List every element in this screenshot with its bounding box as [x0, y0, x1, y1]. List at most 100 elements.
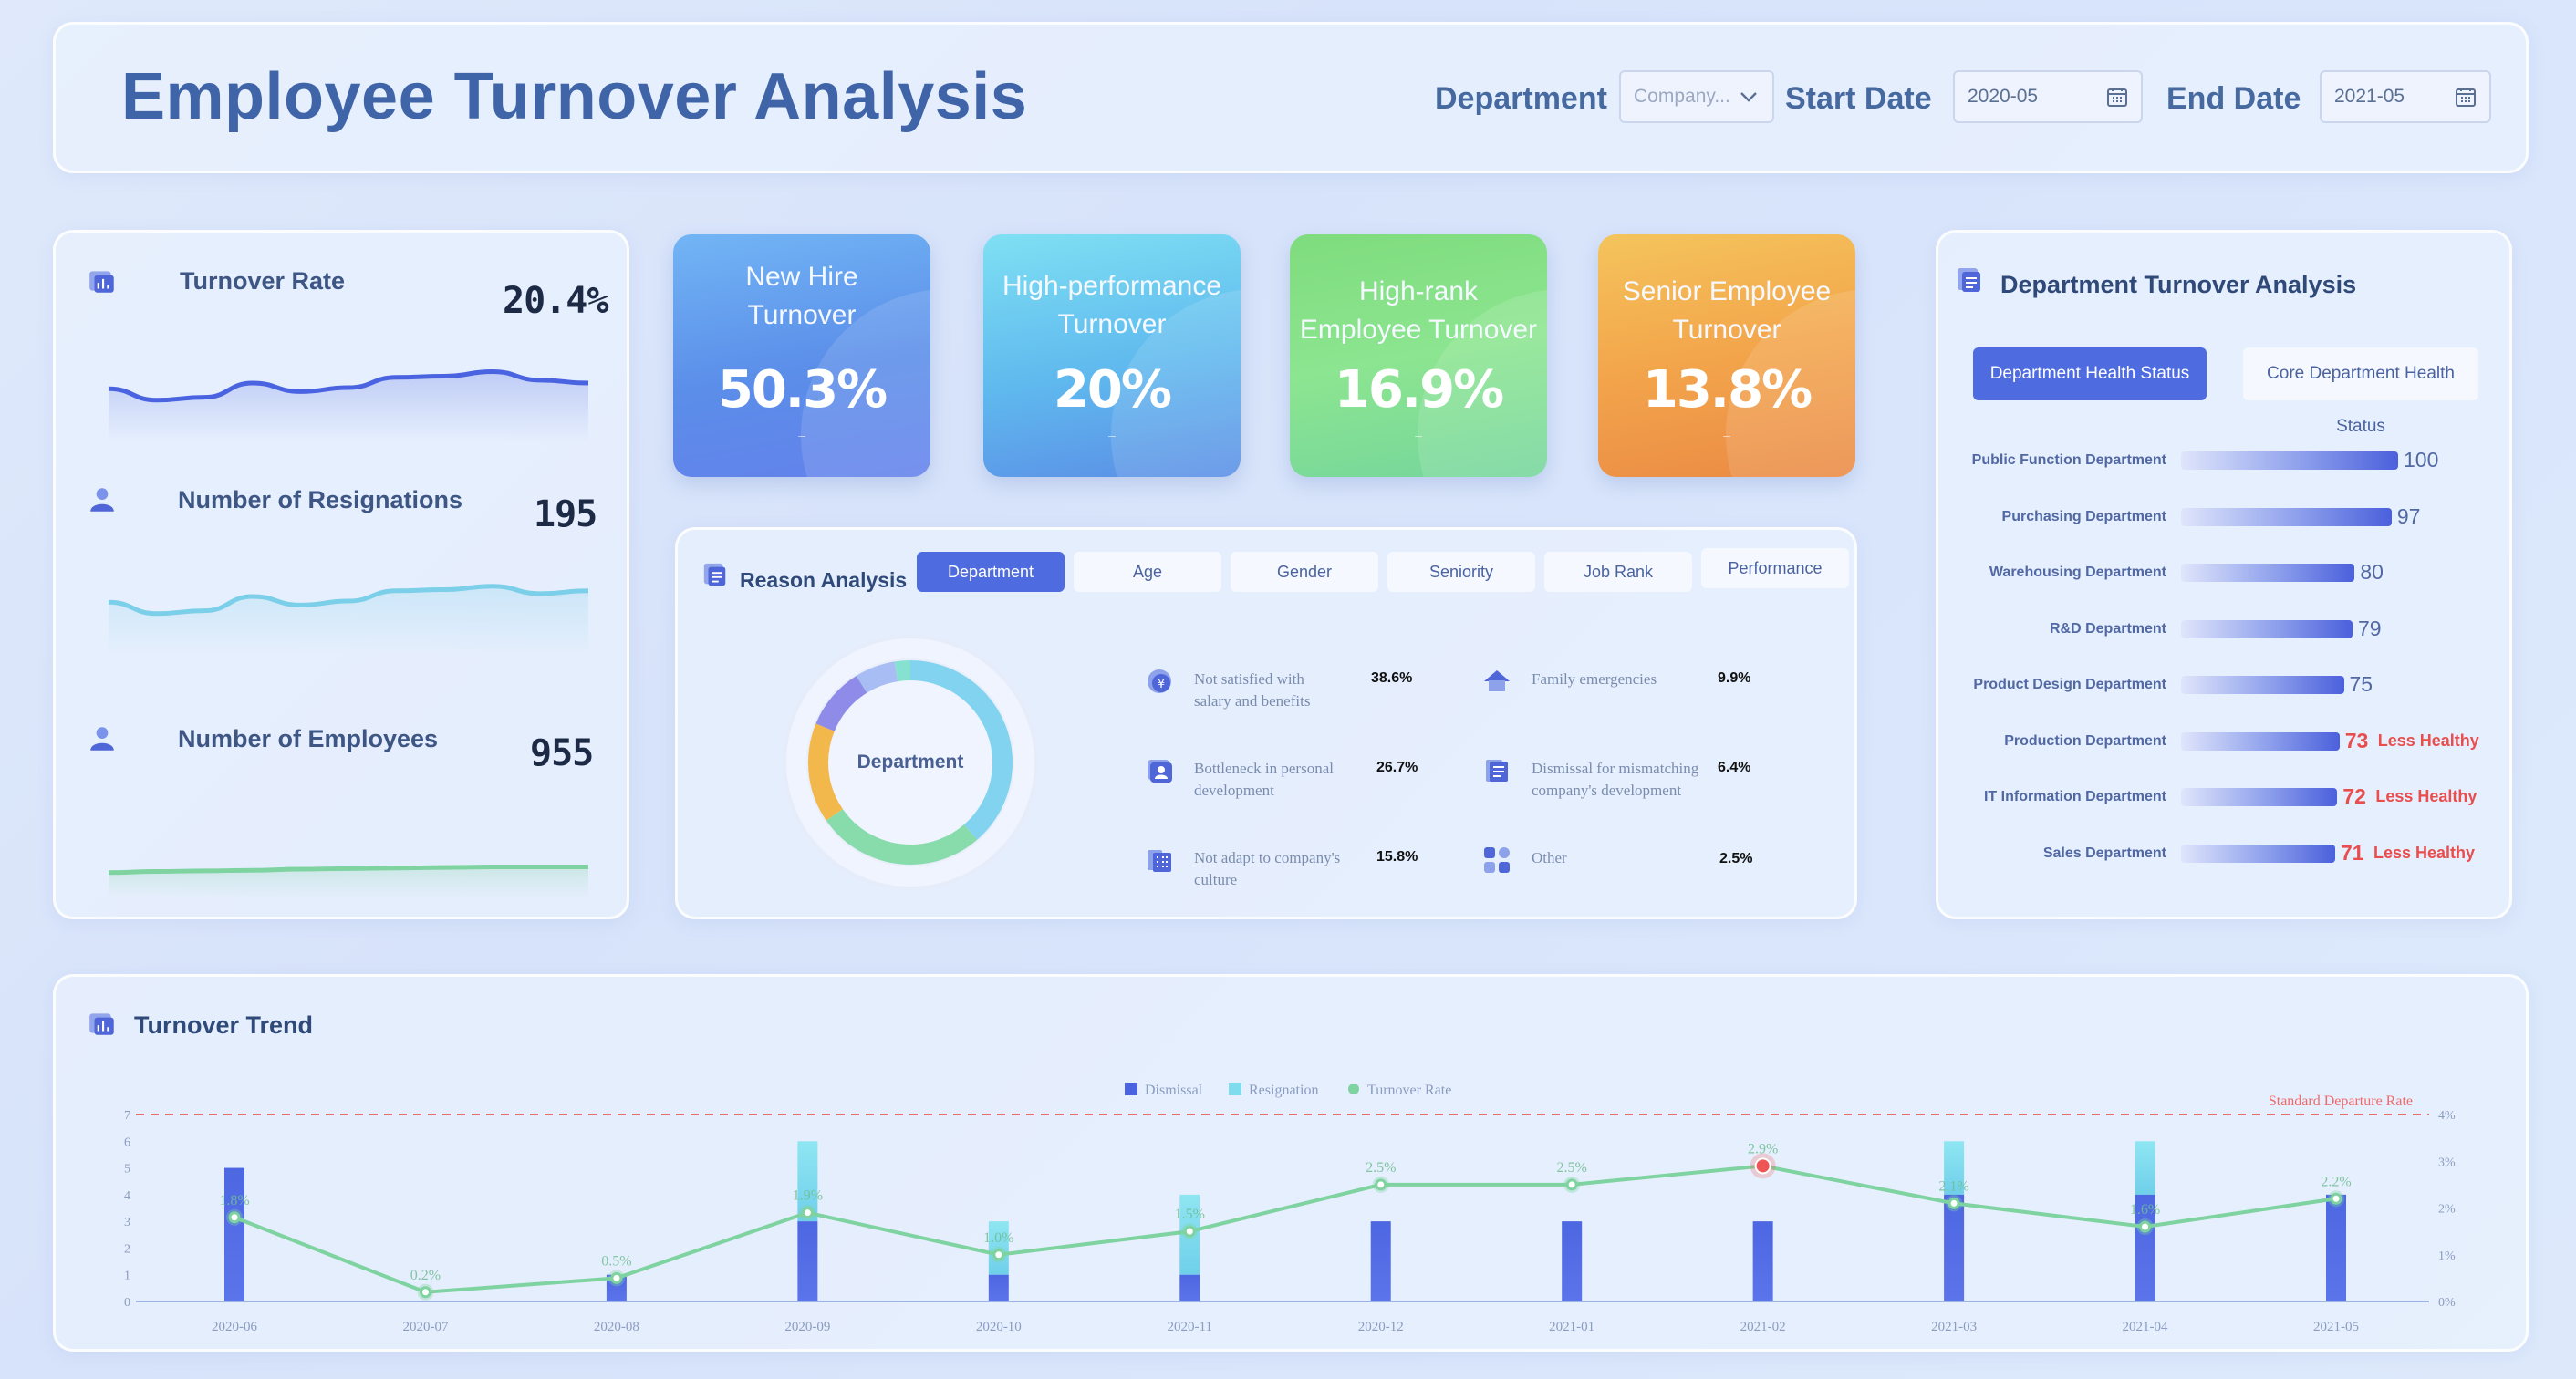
chart-icon: [89, 271, 114, 293]
y-tick-right: 3%: [2438, 1156, 2456, 1169]
department-value: 75: [2349, 672, 2373, 696]
reason-label: development: [1194, 782, 1274, 799]
tab-core-department-health[interactable]: Core Department Health Status: [2243, 347, 2478, 436]
svg-text:¥: ¥: [1158, 678, 1165, 691]
department-name: Public Function Department: [1971, 452, 2166, 468]
department-bar[interactable]: [2181, 619, 2353, 638]
turnover-rate-point: [992, 1249, 1005, 1261]
y-tick-left: 3: [124, 1216, 130, 1229]
kpi-card-high-rank[interactable]: High-rank Employee Turnover 16.9% –: [1290, 234, 1547, 477]
department-bar[interactable]: [2181, 731, 2340, 751]
document-icon: [1958, 268, 1980, 292]
donut-center-label: Department: [857, 752, 964, 772]
dismissal-bar: [224, 1167, 244, 1301]
department-select[interactable]: Company...: [1619, 70, 1774, 123]
rate-data-label: 0.5%: [601, 1253, 631, 1269]
y-tick-right: 1%: [2438, 1249, 2456, 1263]
resignations-label: Number of Resignations: [178, 486, 463, 513]
y-tick-left: 6: [124, 1135, 130, 1149]
turnover-rate-point: [1565, 1178, 1578, 1191]
user-icon: [90, 727, 114, 751]
y-tick-left: 2: [124, 1242, 130, 1256]
sparkline-line: [109, 368, 588, 403]
donut-segment: [808, 660, 1013, 865]
y-tick-left: 5: [124, 1163, 130, 1177]
tab-department-health[interactable]: Department Health Status: [1973, 347, 2207, 400]
reason-percent: 15.8%: [1376, 849, 1418, 865]
tab-performance[interactable]: Performance: [1701, 548, 1849, 588]
resignations-value: 195: [534, 493, 597, 535]
kpi-value: 50.3%: [717, 360, 888, 420]
standard-rate-label: Standard Departure Rate: [2269, 1094, 2413, 1109]
x-tick-label: 2020-12: [1358, 1320, 1404, 1334]
employees-label: Number of Employees: [178, 725, 439, 752]
department-title: Department Turnover Analysis: [2000, 271, 2357, 298]
department-name: Purchasing Department: [2001, 508, 2166, 524]
end-date-label: End Date: [2166, 81, 2301, 116]
turnover-rate-point: [610, 1271, 623, 1284]
x-tick-label: 2020-11: [1168, 1320, 1212, 1334]
department-bar[interactable]: [2181, 844, 2335, 863]
reason-label: Not adapt to company's: [1194, 849, 1341, 866]
reason-percent: 6.4%: [1718, 760, 1751, 775]
money-icon: ¥: [1148, 669, 1171, 693]
dismissal-bar: [988, 1274, 1009, 1301]
department-analysis-panel: Department Turnover Analysis Department …: [1936, 230, 2512, 919]
turnover-rate-sparkline: [109, 368, 588, 442]
resignation-bar: [797, 1141, 818, 1222]
y-tick-right: 2%: [2438, 1203, 2456, 1217]
department-bar[interactable]: [2181, 676, 2344, 694]
kpi-value: 20%: [1053, 360, 1172, 420]
turnover-rate-point: [2139, 1220, 2152, 1233]
kpi-card-high-performance[interactable]: High-performance Turnover 20% –: [983, 234, 1241, 477]
header-bar: Employee Turnover Analysis Department Co…: [53, 22, 2529, 173]
x-tick-label: 2020-10: [976, 1320, 1022, 1334]
reason-label: salary and benefits: [1194, 692, 1311, 710]
tab-department[interactable]: Department: [917, 552, 1065, 592]
department-bar[interactable]: [2181, 451, 2398, 470]
kpi-card-senior[interactable]: Senior Employee Turnover 13.8% –: [1598, 234, 1855, 477]
department-value: 73: [2344, 728, 2369, 752]
dismissal-bar: [1752, 1221, 1773, 1301]
department-name: R&D Department: [2049, 620, 2166, 637]
x-tick-label: 2021-02: [1740, 1320, 1786, 1334]
reason-title: Reason Analysis: [740, 568, 908, 592]
turnover-rate-label: Turnover Rate: [180, 267, 346, 295]
department-name: Product Design Department: [1973, 677, 2166, 692]
kpi-card-new-hire[interactable]: New Hire Turnover 50.3% –: [673, 234, 930, 477]
department-bar[interactable]: [2181, 564, 2355, 582]
rate-data-label: 1.0%: [983, 1230, 1013, 1246]
dismissal-bar: [1944, 1194, 1965, 1301]
start-date-input[interactable]: 2020-05: [1953, 70, 2143, 123]
department-bar[interactable]: [2181, 507, 2392, 526]
kpi-change: –: [798, 428, 805, 442]
turnover-rate-point: [228, 1211, 241, 1224]
department-bar[interactable]: [2181, 788, 2338, 806]
trend-title: Turnover Trend: [134, 1011, 314, 1039]
legend-swatch: [1229, 1083, 1241, 1095]
x-tick-label: 2020-08: [594, 1320, 639, 1334]
x-tick-label: 2020-09: [784, 1320, 830, 1334]
start-date-label: Start Date: [1785, 81, 1932, 116]
x-tick-label: 2021-01: [1549, 1320, 1594, 1334]
person-badge-icon: [1148, 760, 1172, 783]
tab-age[interactable]: Age: [1074, 552, 1221, 592]
end-date-input[interactable]: 2021-05: [2320, 70, 2491, 123]
tab-seniority[interactable]: Seniority: [1387, 552, 1535, 592]
x-tick-label: 2020-06: [212, 1320, 257, 1334]
kpi-title: Employee Turnover: [1299, 315, 1538, 345]
kpi-title: Senior Employee: [1622, 276, 1832, 306]
department-value: 80: [2360, 560, 2384, 584]
rate-data-label: 2.5%: [1366, 1160, 1396, 1176]
dismissal-bar: [797, 1221, 818, 1301]
reason-label: culture: [1194, 871, 1238, 888]
tab-gender[interactable]: Gender: [1231, 552, 1378, 592]
tab-job-rank[interactable]: Job Rank: [1544, 552, 1692, 592]
reason-percent: 2.5%: [1719, 851, 1753, 866]
resignations-sparkline: [109, 584, 588, 656]
y-tick-right: 0%: [2438, 1296, 2456, 1310]
x-tick-label: 2021-03: [1931, 1320, 1977, 1334]
y-tick-left: 1: [124, 1270, 130, 1283]
department-value: 79: [2358, 616, 2382, 640]
turnover-trend-panel: Turnover Trend Dismissal Resignation Turno…: [53, 974, 2529, 1352]
